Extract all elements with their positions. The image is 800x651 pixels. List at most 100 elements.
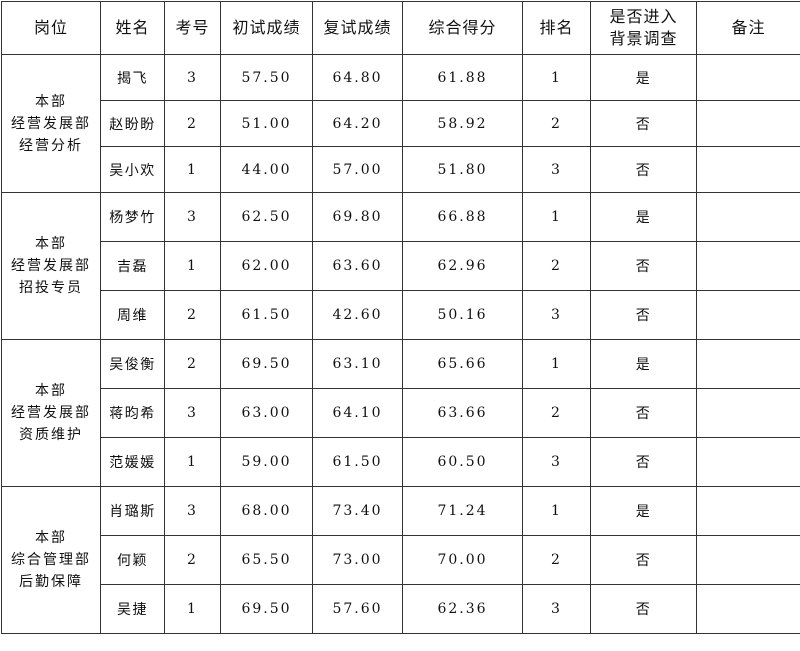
position-line: 经营分析 <box>2 135 100 157</box>
total-score-cell: 62.96 <box>403 242 523 291</box>
initial-score-cell: 68.00 <box>221 487 313 536</box>
position-line: 招投专员 <box>2 277 100 299</box>
retest-score-cell: 57.60 <box>313 585 403 634</box>
initial-score-cell: 63.00 <box>221 389 313 438</box>
name-cell: 揭飞 <box>101 55 165 101</box>
note-cell <box>697 585 800 634</box>
retest-score-cell: 73.00 <box>313 536 403 585</box>
total-score-cell: 65.66 <box>403 340 523 389</box>
retest-score-cell: 64.80 <box>313 55 403 101</box>
rank-cell: 3 <box>523 585 591 634</box>
total-score-cell: 50.16 <box>403 291 523 340</box>
background-check-cell: 否 <box>591 389 697 438</box>
header-line: 背景调查 <box>591 28 696 50</box>
exam-id-cell: 3 <box>165 193 221 242</box>
total-score-cell: 70.00 <box>403 536 523 585</box>
total-score-cell: 60.50 <box>403 438 523 487</box>
header-total-score: 综合得分 <box>403 2 523 55</box>
exam-id-cell: 1 <box>165 147 221 193</box>
rank-cell: 2 <box>523 536 591 585</box>
rank-cell: 2 <box>523 389 591 438</box>
position-cell: 本部综合管理部后勤保障 <box>2 487 101 634</box>
position-cell: 本部经营发展部招投专员 <box>2 193 101 340</box>
total-score-cell: 61.88 <box>403 55 523 101</box>
retest-score-cell: 63.60 <box>313 242 403 291</box>
position-line: 后勤保障 <box>2 571 100 593</box>
note-cell <box>697 340 800 389</box>
header-exam-id: 考号 <box>165 2 221 55</box>
exam-id-cell: 3 <box>165 487 221 536</box>
rank-cell: 3 <box>523 438 591 487</box>
retest-score-cell: 69.80 <box>313 193 403 242</box>
retest-score-cell: 63.10 <box>313 340 403 389</box>
name-cell: 赵盼盼 <box>101 101 165 147</box>
total-score-cell: 71.24 <box>403 487 523 536</box>
rank-cell: 1 <box>523 487 591 536</box>
background-check-cell: 否 <box>591 242 697 291</box>
total-score-cell: 66.88 <box>403 193 523 242</box>
exam-id-cell: 1 <box>165 585 221 634</box>
position-cell: 本部经营发展部经营分析 <box>2 55 101 193</box>
background-check-cell: 是 <box>591 55 697 101</box>
initial-score-cell: 59.00 <box>221 438 313 487</box>
exam-id-cell: 2 <box>165 340 221 389</box>
note-cell <box>697 438 800 487</box>
name-cell: 蒋昀希 <box>101 389 165 438</box>
background-check-cell: 否 <box>591 147 697 193</box>
background-check-cell: 是 <box>591 193 697 242</box>
total-score-cell: 62.36 <box>403 585 523 634</box>
position-line: 本部 <box>2 380 100 402</box>
initial-score-cell: 69.50 <box>221 340 313 389</box>
name-cell: 吴俊衡 <box>101 340 165 389</box>
note-cell <box>697 536 800 585</box>
initial-score-cell: 62.50 <box>221 193 313 242</box>
name-cell: 吴捷 <box>101 585 165 634</box>
total-score-cell: 63.66 <box>403 389 523 438</box>
retest-score-cell: 73.40 <box>313 487 403 536</box>
retest-score-cell: 64.10 <box>313 389 403 438</box>
exam-id-cell: 3 <box>165 55 221 101</box>
position-line: 经营发展部 <box>2 402 100 424</box>
background-check-cell: 否 <box>591 438 697 487</box>
position-line: 资质维护 <box>2 424 100 446</box>
background-check-cell: 否 <box>591 101 697 147</box>
note-cell <box>697 291 800 340</box>
header-retest-score: 复试成绩 <box>313 2 403 55</box>
rank-cell: 3 <box>523 291 591 340</box>
header-position: 岗位 <box>2 2 101 55</box>
header-name: 姓名 <box>101 2 165 55</box>
name-cell: 何颖 <box>101 536 165 585</box>
note-cell <box>697 487 800 536</box>
exam-id-cell: 2 <box>165 536 221 585</box>
position-cell: 本部经营发展部资质维护 <box>2 340 101 487</box>
header-note: 备注 <box>697 2 800 55</box>
background-check-cell: 否 <box>591 291 697 340</box>
retest-score-cell: 57.00 <box>313 147 403 193</box>
position-line: 综合管理部 <box>2 549 100 571</box>
exam-id-cell: 2 <box>165 291 221 340</box>
name-cell: 杨梦竹 <box>101 193 165 242</box>
retest-score-cell: 42.60 <box>313 291 403 340</box>
initial-score-cell: 57.50 <box>221 55 313 101</box>
total-score-cell: 51.80 <box>403 147 523 193</box>
initial-score-cell: 44.00 <box>221 147 313 193</box>
rank-cell: 3 <box>523 147 591 193</box>
note-cell <box>697 242 800 291</box>
note-cell <box>697 101 800 147</box>
retest-score-cell: 61.50 <box>313 438 403 487</box>
background-check-cell: 否 <box>591 536 697 585</box>
background-check-cell: 是 <box>591 487 697 536</box>
name-cell: 吴小欢 <box>101 147 165 193</box>
header-line: 是否进入 <box>591 6 696 28</box>
initial-score-cell: 61.50 <box>221 291 313 340</box>
name-cell: 范媛媛 <box>101 438 165 487</box>
note-cell <box>697 193 800 242</box>
note-cell <box>697 389 800 438</box>
note-cell <box>697 55 800 101</box>
